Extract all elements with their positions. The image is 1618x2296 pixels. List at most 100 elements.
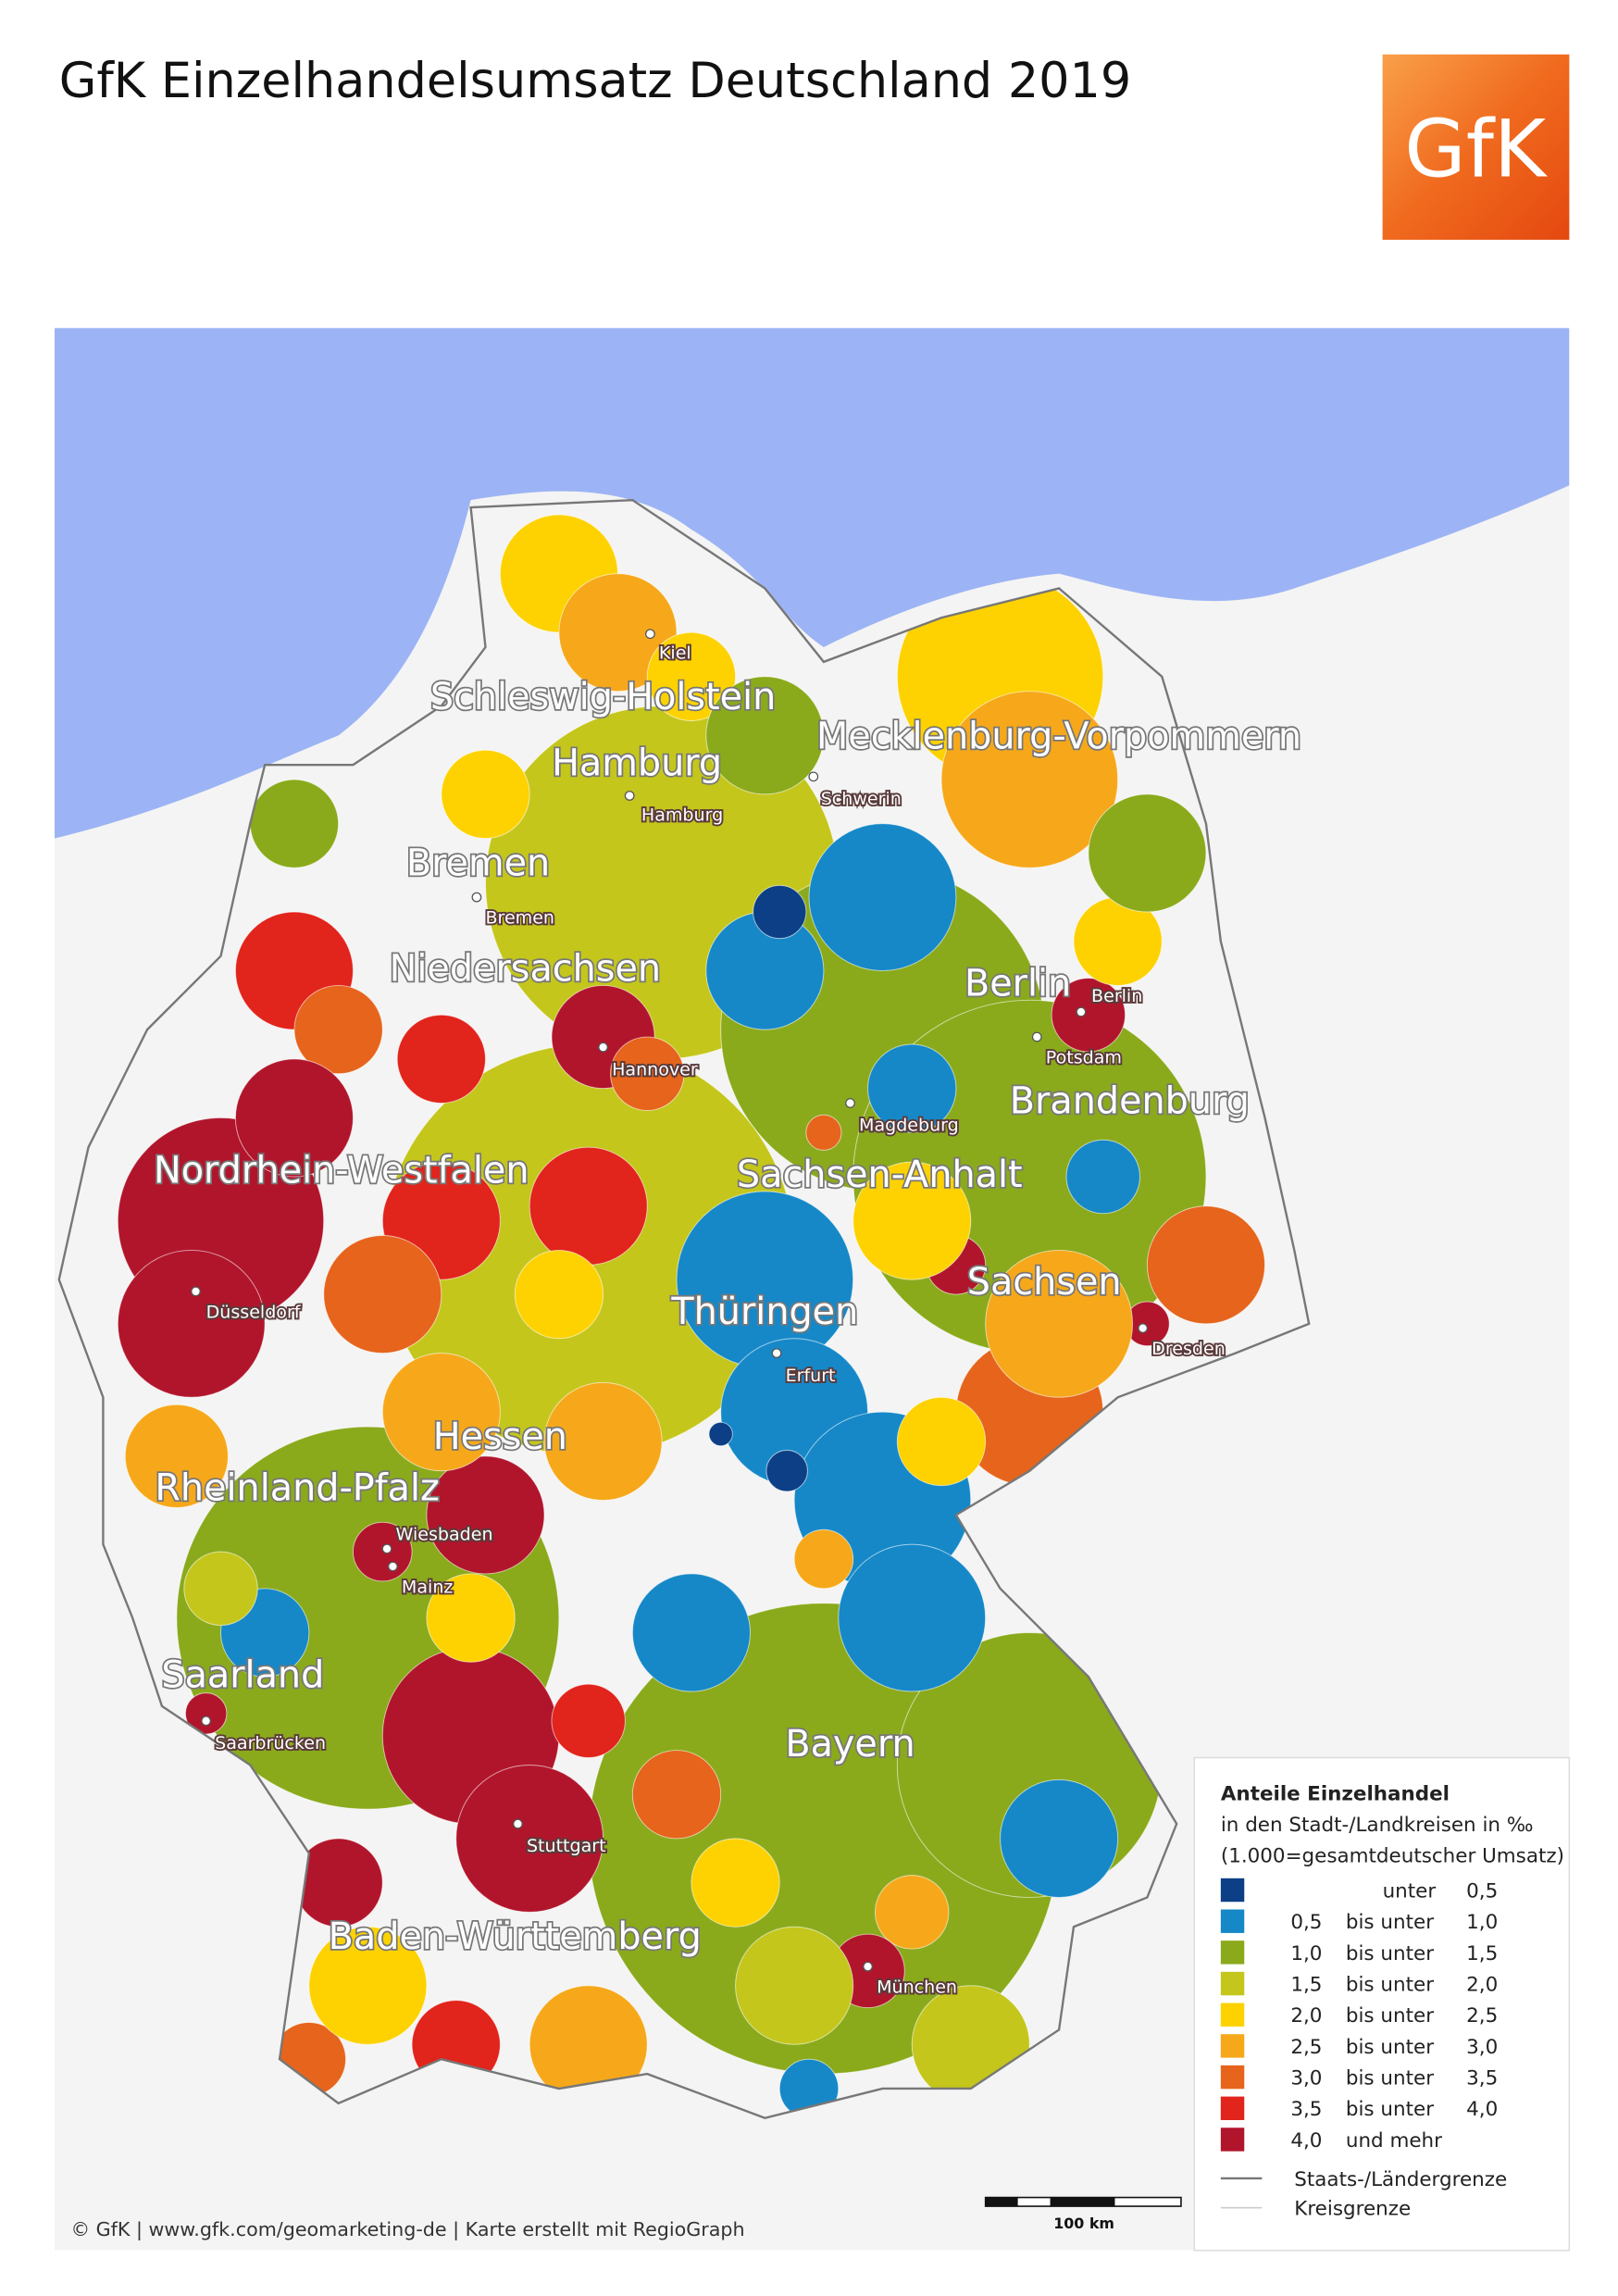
state-label: Hamburg: [552, 742, 722, 784]
city-label: Berlin: [1091, 986, 1142, 1006]
title: GfK Einzelhandelsumsatz Deutschland 2019: [59, 53, 1131, 109]
legend-to: 2,5: [1466, 2004, 1498, 2028]
city-dot: [624, 791, 635, 801]
state-label: Bremen: [406, 842, 550, 884]
state-label: Niedersachsen: [390, 948, 661, 991]
city-dot: [1031, 1031, 1042, 1042]
district: [543, 1381, 663, 1501]
district: [631, 1573, 751, 1692]
legend-swatch: [1220, 2034, 1245, 2058]
legend-title: Anteile Einzelhandel: [1221, 1783, 1450, 1806]
district: [124, 1404, 229, 1508]
city-dot: [863, 1961, 873, 1972]
scale-bar: 100 km: [984, 2196, 1182, 2232]
city-label: Wiesbaden: [396, 1524, 493, 1544]
legend-swatch: [1220, 2003, 1245, 2027]
legend-to: 3,0: [1466, 2036, 1498, 2059]
state-label: Rheinland-Pfalz: [155, 1466, 440, 1509]
legend-to: 3,5: [1466, 2067, 1498, 2090]
district: [805, 1114, 842, 1151]
legend-label: unter: [1383, 1879, 1437, 1903]
legend-from: 2,0: [1290, 2004, 1322, 2028]
city-dot: [513, 1818, 523, 1829]
legend-to: 4,0: [1466, 2098, 1498, 2121]
city-label: Bremen: [485, 908, 554, 929]
district: [875, 1875, 950, 1950]
city-dot: [191, 1286, 201, 1297]
sea: [54, 328, 1570, 839]
legend-swatch: [1220, 2065, 1245, 2090]
district: [808, 823, 957, 972]
legend-from: 3,5: [1290, 2098, 1322, 2121]
state-label: Bayern: [785, 1723, 915, 1766]
legend-label: bis unter: [1346, 1973, 1434, 1996]
district: [1065, 1139, 1140, 1215]
city-label: Kiel: [659, 643, 691, 664]
city-label: Düsseldorf: [206, 1302, 302, 1322]
district: [1088, 793, 1207, 913]
city-label: Hannover: [612, 1059, 698, 1079]
city-label: Mainz: [402, 1578, 453, 1598]
legend-swatch: [1220, 1940, 1245, 1965]
district: [293, 984, 383, 1075]
district: [1000, 1778, 1119, 1898]
district: [940, 691, 1119, 868]
logo-box: [1382, 54, 1570, 240]
city-label: Potsdam: [1046, 1048, 1122, 1068]
state-label: Sachsen-Anhalt: [737, 1154, 1023, 1196]
district: [426, 1573, 516, 1663]
district: [396, 1014, 486, 1104]
logo-text: GfK: [1404, 104, 1549, 196]
state-label: Nordrhein-Westfalen: [154, 1149, 529, 1192]
legend-swatch: [1220, 1971, 1245, 1996]
district: [455, 1764, 604, 1913]
legend-from: 0,5: [1290, 1911, 1322, 1934]
legend-to: 2,0: [1466, 1973, 1498, 1996]
district: [838, 1543, 987, 1692]
legend-from: 4,0: [1290, 2129, 1322, 2152]
districts: [117, 514, 1265, 2118]
city-label: München: [877, 1978, 957, 1998]
legend-swatch: [1220, 2096, 1245, 2120]
state-label: Sachsen: [967, 1261, 1122, 1304]
district: [234, 1058, 354, 1178]
legend-label: bis unter: [1346, 1942, 1434, 1965]
legend-label: bis unter: [1346, 1911, 1434, 1934]
legend-swatch: [1220, 2128, 1245, 2152]
state-label: Schleswig-Holstein: [430, 676, 776, 718]
state-label: Berlin: [965, 963, 1071, 1005]
city-label: Saarbrücken: [215, 1733, 326, 1753]
district: [708, 1421, 733, 1447]
legend-line-label: Kreisgrenze: [1294, 2198, 1411, 2221]
city-label: Stuttgart: [527, 1836, 606, 1856]
district: [323, 1235, 442, 1354]
city-dot: [381, 1543, 392, 1554]
scale-label: 100 km: [1053, 2215, 1114, 2232]
state-label: Mecklenburg-Vorpommern: [816, 716, 1301, 758]
city-dot: [201, 1716, 212, 1727]
city-dot: [1138, 1323, 1149, 1334]
legend-label: bis unter: [1346, 2067, 1434, 2090]
district: [735, 1926, 854, 2045]
legend-to: 0,5: [1466, 1879, 1498, 1903]
district: [441, 749, 530, 840]
district: [985, 1249, 1133, 1398]
legend-note: (1.000=gesamtdeutscher Umsatz): [1221, 1844, 1564, 1867]
district: [183, 1551, 258, 1627]
legend-swatch: [1220, 1878, 1245, 1903]
city-label: Schwerin: [821, 789, 902, 809]
city-label: Magdeburg: [859, 1116, 959, 1136]
district: [426, 1455, 545, 1575]
city-label: Dresden: [1151, 1339, 1226, 1359]
legend-from: 2,5: [1290, 2036, 1322, 2059]
legend: Anteile Einzelhandel in den Stadt-/Landk…: [1193, 1756, 1571, 2252]
district: [676, 1191, 854, 1368]
legend-label: bis unter: [1346, 2036, 1434, 2059]
legend-swatch: [1220, 1909, 1245, 1933]
district: [793, 1529, 854, 1590]
state-label: Thüringen: [670, 1291, 858, 1333]
district: [558, 573, 678, 693]
district: [1051, 978, 1126, 1053]
